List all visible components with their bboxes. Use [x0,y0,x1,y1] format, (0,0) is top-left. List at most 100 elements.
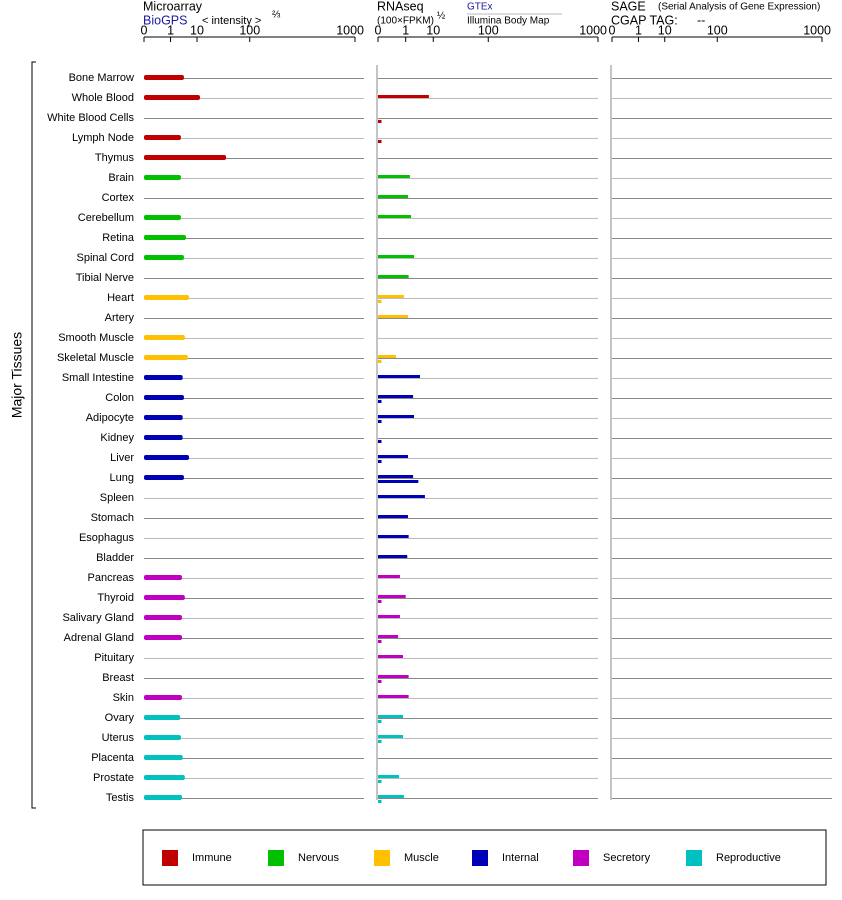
bar [144,355,188,360]
bar [378,655,403,658]
bar [378,400,382,403]
bar [378,640,382,643]
bar [144,175,181,180]
bar [378,475,414,478]
bar [378,395,414,398]
bar [144,235,186,240]
category-label: White Blood Cells [47,112,134,124]
bar [378,140,382,143]
category-label: Cerebellum [78,212,134,224]
category-label: Uterus [102,732,135,744]
legend-swatch [686,850,702,866]
x-tick-label: 1000 [579,23,607,37]
bar [378,300,382,303]
x-tick-label: 10 [190,23,204,37]
bar [378,675,409,678]
category-label: Tibial Nerve [76,272,134,284]
category-label: Retina [102,232,135,244]
bar [378,780,382,783]
bar [144,635,183,640]
bar [378,575,400,578]
category-label: Small Intestine [62,372,134,384]
bar [144,295,190,300]
axis-exponent: ½ [437,11,446,22]
category-label: Thyroid [97,592,134,604]
x-tick-label: 100 [707,23,728,37]
category-label: Whole Blood [72,92,134,104]
category-label: Pituitary [94,652,134,664]
panel-title: SAGE [611,0,646,13]
bar [144,375,183,380]
bar [378,740,382,743]
bar [378,440,382,443]
category-label: Colon [105,392,134,404]
bar [144,75,184,80]
bar [144,715,181,720]
x-tick-label: 0 [141,23,148,37]
bar [144,595,185,600]
category-label: Adipocyte [86,412,134,424]
bar [144,395,184,400]
bar [378,175,410,178]
legend-label: Internal [502,852,539,864]
legend-label: Muscle [404,852,439,864]
bar [144,95,200,100]
bar [378,295,404,298]
bar [378,720,382,723]
category-label: Smooth Muscle [58,332,134,344]
bar [378,355,397,358]
category-label: Stomach [91,512,134,524]
bar [378,715,403,718]
bar [378,555,408,558]
category-label: Bone Marrow [69,72,134,84]
category-label: Thymus [95,152,135,164]
bar [144,215,181,220]
bar [378,415,415,418]
legend-swatch [374,850,390,866]
category-label: Brain [108,172,134,184]
category-label: Lung [110,472,134,484]
x-tick-label: 10 [426,23,440,37]
category-label: Artery [105,312,135,324]
bar [144,795,183,800]
bar [378,735,403,738]
bar [378,455,408,458]
legend-swatch [268,850,284,866]
bar [378,615,400,618]
series-label: Illumina Body Map [467,16,550,27]
bar [378,515,408,518]
bar [378,795,404,798]
bar [378,680,382,683]
bar [144,335,185,340]
bar [378,360,382,363]
bar [378,215,412,218]
y-label: Major Tissues [9,332,25,418]
series-label: GTEx [467,2,493,13]
bar [144,415,183,420]
tag-value: -- [697,13,705,27]
category-label: Lymph Node [72,132,134,144]
bar [144,615,183,620]
bar [144,155,227,160]
panel-subtitle: (Serial Analysis of Gene Expression) [658,2,820,13]
bar [378,800,382,803]
x-tick-label: 1 [402,23,409,37]
bar [378,460,382,463]
tag-label: CGAP TAG: [611,13,678,27]
axis-label: < intensity > [202,15,261,27]
category-label: Esophagus [79,532,135,544]
category-label: Skin [113,692,134,704]
category-label: Breast [102,672,134,684]
legend-box [142,829,827,886]
panel-title: Microarray [143,0,203,13]
bar [378,120,382,123]
bar [378,275,409,278]
bracket [31,61,36,809]
bar [144,755,183,760]
bar [378,195,408,198]
category-label: Spleen [100,492,134,504]
bar [378,375,420,378]
bar [144,135,181,140]
category-label: Skeletal Muscle [57,352,134,364]
